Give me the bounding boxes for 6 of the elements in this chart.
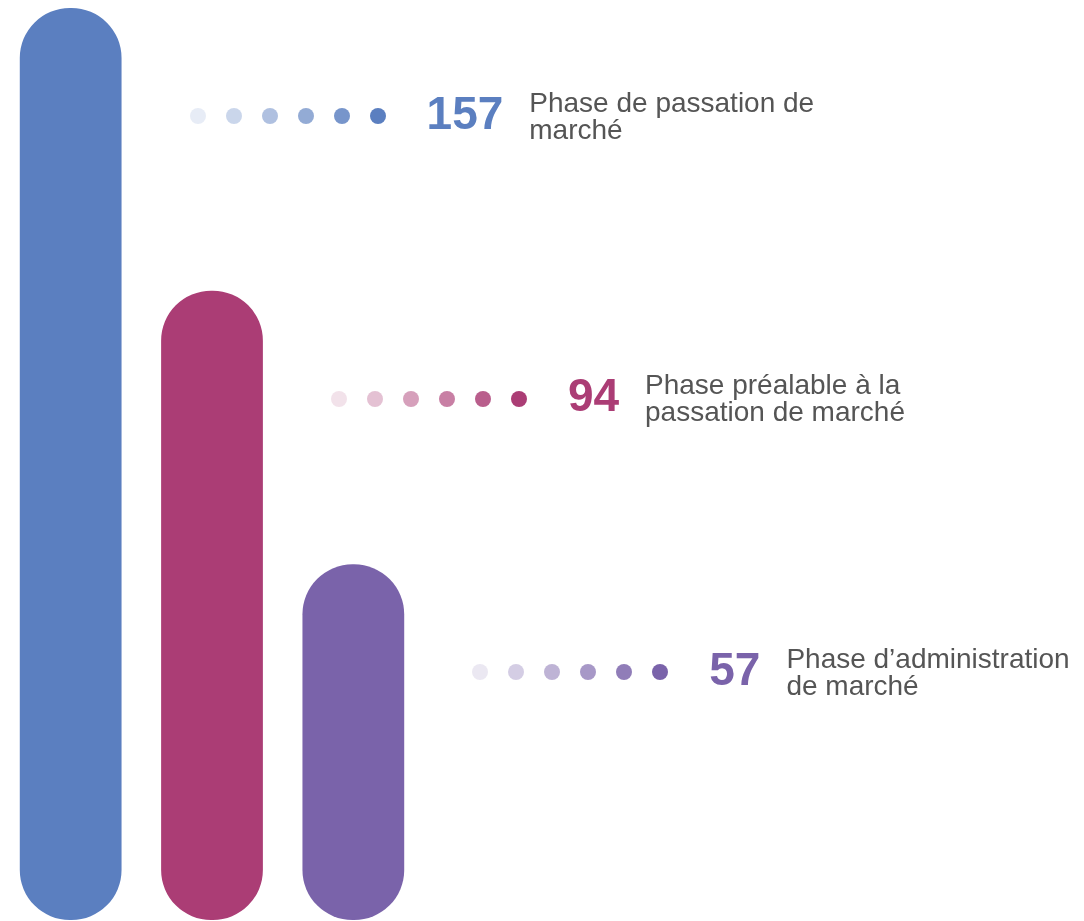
text: 157 (426, 86, 504, 139)
text: Phase d’administration de marché (786, 643, 1070, 702)
text: 57 (709, 643, 761, 696)
text: Phase préalable à la passation de marché (645, 369, 905, 428)
text: Phase de passation de marché (529, 86, 815, 145)
text: 94 (567, 369, 620, 422)
